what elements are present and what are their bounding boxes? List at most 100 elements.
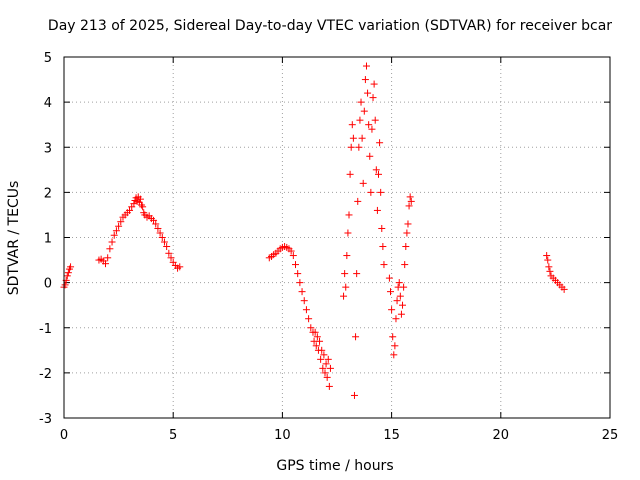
y-tick-label: 2 [44, 186, 52, 201]
data-point [371, 116, 379, 124]
data-point [401, 261, 409, 269]
data-point [300, 297, 308, 305]
data-point [136, 195, 144, 203]
data-point [357, 98, 365, 106]
data-point [326, 364, 334, 372]
data-point [377, 188, 385, 196]
tick-layer: 0 5 10 15 20 25 -3 -2 -1 0 1 2 3 4 5 [39, 51, 618, 443]
data-point [396, 292, 404, 300]
data-point [319, 364, 327, 372]
data-point [355, 143, 363, 151]
data-point [61, 281, 69, 289]
data-point [318, 346, 326, 354]
data-point [397, 310, 405, 318]
data-point [391, 342, 399, 350]
data-point [367, 188, 375, 196]
data-point [395, 279, 403, 287]
data-point [67, 263, 75, 271]
data-point [165, 249, 173, 257]
y-tick-label: -1 [39, 322, 52, 337]
data-point [321, 369, 329, 377]
data-point [364, 89, 372, 97]
data-point [362, 62, 370, 70]
data-point [63, 272, 71, 280]
data-point [302, 306, 310, 314]
data-point [311, 328, 319, 336]
y-tick-label: 3 [44, 141, 52, 156]
data-point [324, 355, 332, 363]
data-point [350, 391, 358, 399]
data-point [379, 243, 387, 251]
data-point [317, 355, 325, 363]
data-point [343, 252, 351, 260]
data-point [348, 121, 356, 129]
data-point [546, 267, 554, 275]
data-point [117, 218, 125, 226]
data-point [388, 306, 396, 314]
data-point [373, 206, 381, 214]
x-axis-label: GPS time / hours [276, 458, 393, 474]
data-point [167, 254, 175, 262]
x-tick-label: 20 [493, 428, 510, 443]
data-point [126, 206, 134, 214]
y-axis-label: SDTVAR / TECUs [6, 181, 22, 296]
data-point [402, 243, 410, 251]
data-point [110, 231, 118, 239]
data-point [392, 315, 400, 323]
data-point [341, 270, 349, 278]
y-tick-label: 5 [44, 51, 52, 66]
data-point [368, 125, 376, 133]
data-point [370, 80, 378, 88]
data-point [287, 247, 295, 255]
data-point [374, 170, 382, 178]
data-point [369, 94, 377, 102]
data-point [312, 342, 320, 350]
y-tick-label: 4 [44, 96, 52, 111]
data-point [390, 351, 398, 359]
data-point [320, 351, 328, 359]
data-point [345, 211, 353, 219]
data-point [322, 360, 330, 368]
data-point [407, 197, 415, 205]
data-point [404, 220, 412, 228]
x-tick-label: 15 [383, 428, 400, 443]
data-point [156, 229, 164, 237]
data-point [372, 166, 380, 174]
data-point [389, 333, 397, 341]
y-tick-label: 0 [44, 277, 52, 292]
data-point [347, 143, 355, 151]
data-point [358, 134, 366, 142]
x-tick-label: 0 [60, 428, 68, 443]
data-point [544, 256, 552, 264]
data-point [342, 283, 350, 291]
data-point [380, 261, 388, 269]
data-point [353, 270, 361, 278]
data-point [139, 203, 147, 211]
data-point [359, 179, 367, 187]
x-tick-label: 25 [602, 428, 619, 443]
data-point [323, 373, 331, 381]
data-point [378, 224, 386, 232]
data-point [545, 263, 553, 271]
data-point [325, 382, 333, 390]
data-point [385, 274, 393, 282]
data-point [289, 252, 297, 260]
grid-layer [64, 57, 610, 418]
data-point [154, 224, 162, 232]
data-point [393, 297, 401, 305]
data-point [406, 193, 414, 201]
data-points [60, 62, 568, 399]
data-point [356, 116, 364, 124]
data-point [138, 201, 146, 209]
data-point [106, 245, 114, 253]
data-point [150, 216, 158, 224]
data-point [543, 252, 551, 260]
data-point [349, 134, 357, 142]
x-tick-label: 10 [274, 428, 291, 443]
data-point [366, 152, 374, 160]
data-point [176, 263, 184, 271]
data-point [346, 170, 354, 178]
data-point [64, 269, 72, 277]
data-point [361, 76, 369, 84]
data-point [294, 270, 302, 278]
